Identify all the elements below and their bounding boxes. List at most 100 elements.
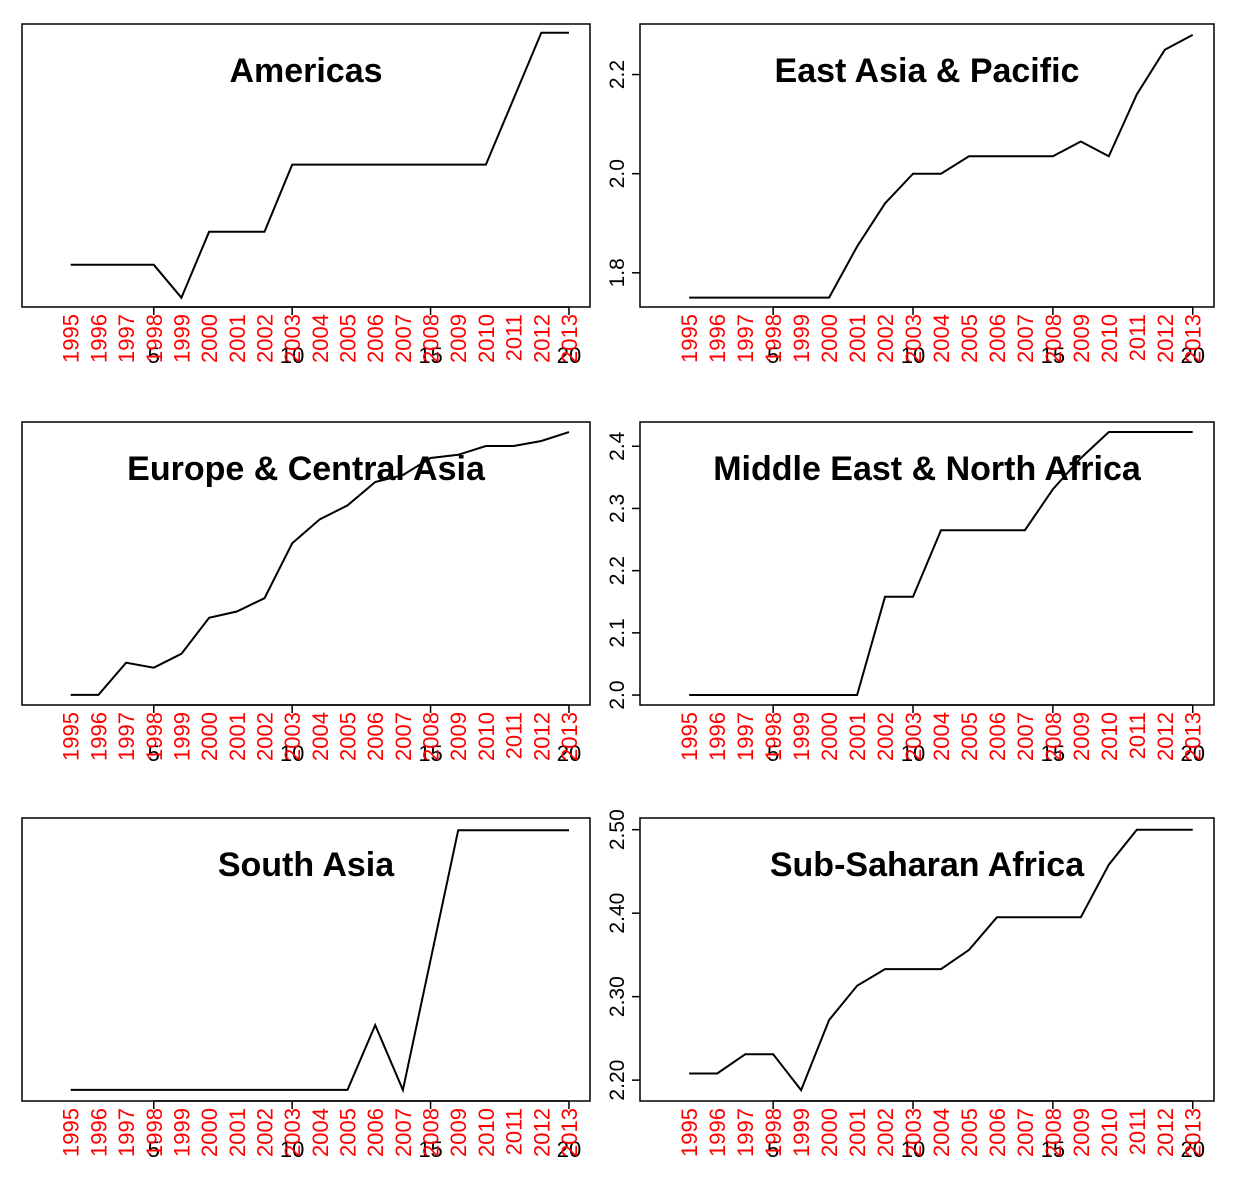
year-label: 1996 — [705, 1108, 730, 1157]
year-label: 2009 — [1069, 712, 1094, 761]
year-label: 2013 — [1181, 1108, 1206, 1157]
year-label: 2013 — [557, 314, 582, 363]
year-label: 2006 — [363, 1108, 388, 1157]
year-label: 2002 — [873, 712, 898, 761]
panel-title: South Asia — [218, 846, 395, 884]
year-label: 1997 — [733, 712, 758, 761]
year-label: 2000 — [197, 1108, 222, 1157]
year-label: 1995 — [59, 712, 84, 761]
year-label: 1997 — [733, 1108, 758, 1157]
year-label: 2000 — [817, 314, 842, 363]
year-label: 2012 — [1153, 1108, 1178, 1157]
year-label: 2004 — [308, 1108, 333, 1157]
year-label: 2011 — [1125, 712, 1150, 759]
year-label: 2013 — [557, 712, 582, 761]
year-label: 2005 — [336, 314, 361, 363]
year-label: 2011 — [1125, 1108, 1150, 1155]
year-label: 2000 — [817, 1108, 842, 1157]
year-label: 2006 — [363, 314, 388, 363]
y-tick-label: 2.20 — [606, 1060, 629, 1101]
year-label: 2012 — [529, 1108, 554, 1157]
year-label: 2011 — [502, 314, 527, 361]
year-label: 2007 — [391, 314, 416, 363]
year-label: 1995 — [59, 1108, 84, 1157]
year-label: 2011 — [502, 712, 527, 759]
year-label: 1999 — [789, 314, 814, 363]
year-label: 2006 — [985, 712, 1010, 761]
year-label: 1999 — [169, 314, 194, 363]
y-tick-label: 2.1 — [606, 618, 629, 647]
year-label: 1998 — [142, 712, 167, 761]
y-tick-label: 2.0 — [606, 159, 629, 188]
year-label: 2012 — [529, 712, 554, 761]
year-label: 1995 — [677, 712, 702, 761]
year-label: 1998 — [142, 314, 167, 363]
year-label: 2005 — [957, 314, 982, 363]
year-label: 1997 — [114, 712, 139, 761]
x-tick-label: 15 — [1041, 343, 1065, 368]
panel-title: Europe & Central Asia — [127, 450, 486, 488]
y-tick-label: 2.0 — [606, 680, 629, 709]
year-label: 2001 — [845, 712, 870, 761]
year-label: 2012 — [529, 314, 554, 363]
y-tick-label: 2.50 — [606, 809, 629, 850]
x-tick-label: 10 — [901, 1137, 925, 1162]
year-label: 2007 — [391, 712, 416, 761]
y-tick-label: 2.3 — [606, 494, 629, 523]
panel-title: Sub-Saharan Africa — [770, 846, 1085, 884]
year-label: 2004 — [308, 314, 333, 363]
year-label: 1996 — [705, 712, 730, 761]
year-label: 2010 — [474, 1108, 499, 1157]
y-tick-label: 1.8 — [606, 258, 629, 287]
year-label: 1999 — [789, 1108, 814, 1157]
year-label: 2008 — [419, 314, 444, 363]
year-label: 2007 — [1013, 1108, 1038, 1157]
year-label: 2010 — [1097, 712, 1122, 761]
year-label: 2008 — [1041, 1108, 1066, 1157]
y-tick-label: 2.30 — [606, 976, 629, 1017]
y-tick-label: 2.40 — [606, 893, 629, 934]
year-label: 2001 — [225, 712, 250, 761]
y-tick-label: 2.2 — [606, 60, 629, 89]
year-label: 2005 — [957, 712, 982, 761]
year-label: 1997 — [114, 1108, 139, 1157]
year-label: 1995 — [677, 1108, 702, 1157]
year-label: 2007 — [1013, 314, 1038, 363]
year-label: 2004 — [929, 1108, 954, 1157]
data-line — [70, 431, 570, 696]
data-line — [689, 431, 1193, 696]
year-label: 2012 — [1153, 712, 1178, 761]
x-tick-label: 10 — [280, 1137, 304, 1162]
year-label: 2009 — [446, 1108, 471, 1157]
year-label: 2009 — [446, 314, 471, 363]
year-label: 2001 — [225, 1108, 250, 1157]
year-label: 2003 — [901, 712, 926, 761]
year-label: 2003 — [280, 712, 305, 761]
year-label: 2009 — [1069, 314, 1094, 363]
year-label: 2002 — [252, 314, 277, 363]
year-label: 2007 — [1013, 712, 1038, 761]
year-label: 1997 — [733, 314, 758, 363]
year-label: 2005 — [336, 712, 361, 761]
year-label: 1999 — [169, 1108, 194, 1157]
year-label: 2011 — [502, 1108, 527, 1155]
x-tick-label: 20 — [557, 343, 581, 368]
x-tick-label: 15 — [418, 741, 442, 766]
x-tick-label: 10 — [280, 343, 304, 368]
year-label: 2013 — [1181, 314, 1206, 363]
year-label: 1998 — [761, 314, 786, 363]
x-tick-label: 15 — [418, 1137, 442, 1162]
year-label: 1999 — [169, 712, 194, 761]
year-label: 2013 — [1181, 712, 1206, 761]
year-label: 2012 — [1153, 314, 1178, 363]
x-tick-label: 5 — [148, 343, 160, 368]
x-tick-label: 20 — [1180, 1137, 1204, 1162]
year-label: 1999 — [789, 712, 814, 761]
year-label: 2006 — [363, 712, 388, 761]
year-label: 2004 — [929, 712, 954, 761]
year-label: 2010 — [1097, 314, 1122, 363]
year-label: 2000 — [817, 712, 842, 761]
year-label: 1998 — [142, 1108, 167, 1157]
year-label: 2008 — [419, 1108, 444, 1157]
